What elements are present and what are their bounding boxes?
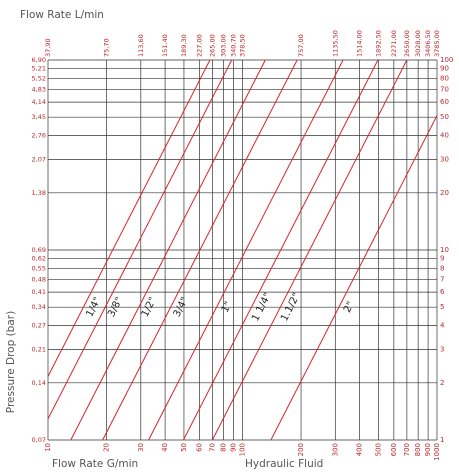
top-tick-label: 1135,50 xyxy=(331,30,339,57)
x-tick-label: 400 xyxy=(356,443,364,456)
y-tick-label: 10 xyxy=(440,246,449,254)
x-tick-label: 40 xyxy=(161,443,169,452)
left-tick-label: 4,83 xyxy=(32,85,46,93)
series-label: 2" xyxy=(342,300,357,315)
y-tick-label: 5 xyxy=(440,303,444,311)
x-tick-label: 200 xyxy=(297,443,305,456)
x-tick-label: 500 xyxy=(374,443,382,456)
left-tick-label: 5,21 xyxy=(32,65,46,73)
series-label: 1" xyxy=(220,300,235,315)
x-tick-label: 100 xyxy=(239,443,247,456)
top-tick-label: 3028,00 xyxy=(414,30,422,57)
pipe-line xyxy=(270,114,437,440)
y-tick-label: 8 xyxy=(440,264,444,272)
x-tick-label: 30 xyxy=(137,443,145,452)
left-tick-label: 6,90 xyxy=(32,56,46,64)
top-tick-label: 3406,50 xyxy=(424,30,432,57)
x-tick-label: 90 xyxy=(230,443,238,452)
left-tick-label: 0,07 xyxy=(32,436,46,444)
x-tick-label: 10 xyxy=(44,443,52,452)
pipe-line xyxy=(48,60,211,378)
x-tick-label: 300 xyxy=(331,443,339,456)
left-tick-label: 0,55 xyxy=(32,264,46,272)
y-tick-label: 70 xyxy=(440,85,449,93)
top-tick-label: 151,40 xyxy=(161,34,169,57)
top-tick-label: 2271,00 xyxy=(390,30,398,57)
x-tick-label: 800 xyxy=(414,443,422,456)
top-tick-label: 113,60 xyxy=(137,34,145,57)
left-tick-label: 2,07 xyxy=(32,155,46,163)
top-tick-label: 1514,00 xyxy=(356,30,364,57)
x-tick-label: 1000 xyxy=(433,443,441,461)
y-tick-label: 100 xyxy=(440,56,453,64)
top-tick-label: 189,30 xyxy=(180,34,188,57)
y-tick-label: 50 xyxy=(440,113,449,121)
top-axis-title: Flow Rate L/min xyxy=(20,9,104,21)
x-tick-label: 20 xyxy=(103,443,111,452)
y-tick-label: 9 xyxy=(440,255,444,263)
left-tick-label: 0,27 xyxy=(32,322,46,330)
top-tick-label: 1892,50 xyxy=(374,30,382,57)
x-tick-label: 60 xyxy=(195,443,203,452)
left-tick-label: 4,14 xyxy=(32,98,46,106)
y-tick-label: 60 xyxy=(440,98,449,106)
x-tick-label: 700 xyxy=(403,443,411,456)
top-tick-label: 37,90 xyxy=(44,38,52,57)
y-tick-label: 6 xyxy=(440,288,445,296)
left-tick-label: 0,34 xyxy=(32,303,46,311)
y-tick-label: 1 xyxy=(440,436,444,444)
left-tick-label: 0,48 xyxy=(32,275,46,283)
pipe-line xyxy=(148,60,344,440)
left-tick-label: 3,45 xyxy=(32,113,46,121)
left-tick-label: 0,41 xyxy=(32,288,46,296)
pipe-line xyxy=(70,60,266,440)
x-axis-title: Flow Rate G/min xyxy=(52,458,138,470)
x-tick-label: 50 xyxy=(180,443,188,452)
top-tick-label: 265,00 xyxy=(208,34,216,57)
x-tick-label: 80 xyxy=(220,443,228,452)
y-tick-label: 80 xyxy=(440,74,449,82)
note: Hydraulic Fluid xyxy=(245,458,323,470)
pipe-line xyxy=(211,60,408,440)
left-tick-label: 2,76 xyxy=(32,132,46,140)
x-tick-label: 70 xyxy=(208,443,216,452)
y-tick-label: 2 xyxy=(440,379,444,387)
pipe-line xyxy=(48,60,233,421)
y-tick-label: 7 xyxy=(440,275,444,283)
left-tick-label: 0,14 xyxy=(32,379,46,387)
y-tick-label: 4 xyxy=(440,322,445,330)
left-tick-label: 0,69 xyxy=(32,246,46,254)
left-tick-label: 1,38 xyxy=(32,189,46,197)
y-tick-label: 40 xyxy=(440,132,449,140)
top-tick-label: 303,00 xyxy=(220,34,228,57)
top-tick-label: 75,70 xyxy=(103,38,111,57)
y-tick-label: 90 xyxy=(440,65,449,73)
pipe-line xyxy=(182,60,379,440)
y-axis-title: Pressure Drop (bar) xyxy=(5,311,17,413)
y-tick-label: 30 xyxy=(440,155,449,163)
pipe-line xyxy=(102,60,298,440)
top-tick-label: 378,50 xyxy=(239,34,247,57)
left-tick-label: 0,21 xyxy=(32,345,46,353)
top-tick-label: 2650,00 xyxy=(403,30,411,57)
top-tick-label: 3785,00 xyxy=(433,30,441,57)
top-tick-label: 757,00 xyxy=(297,34,305,57)
top-tick-label: 227,00 xyxy=(195,34,203,57)
top-tick-label: 340,70 xyxy=(230,34,238,57)
y-tick-label: 3 xyxy=(440,345,444,353)
x-tick-label: 900 xyxy=(424,443,432,456)
left-tick-label: 0,62 xyxy=(32,255,46,263)
left-tick-label: 5,52 xyxy=(32,74,46,82)
y-tick-label: 20 xyxy=(440,189,449,197)
x-tick-label: 600 xyxy=(390,443,398,456)
